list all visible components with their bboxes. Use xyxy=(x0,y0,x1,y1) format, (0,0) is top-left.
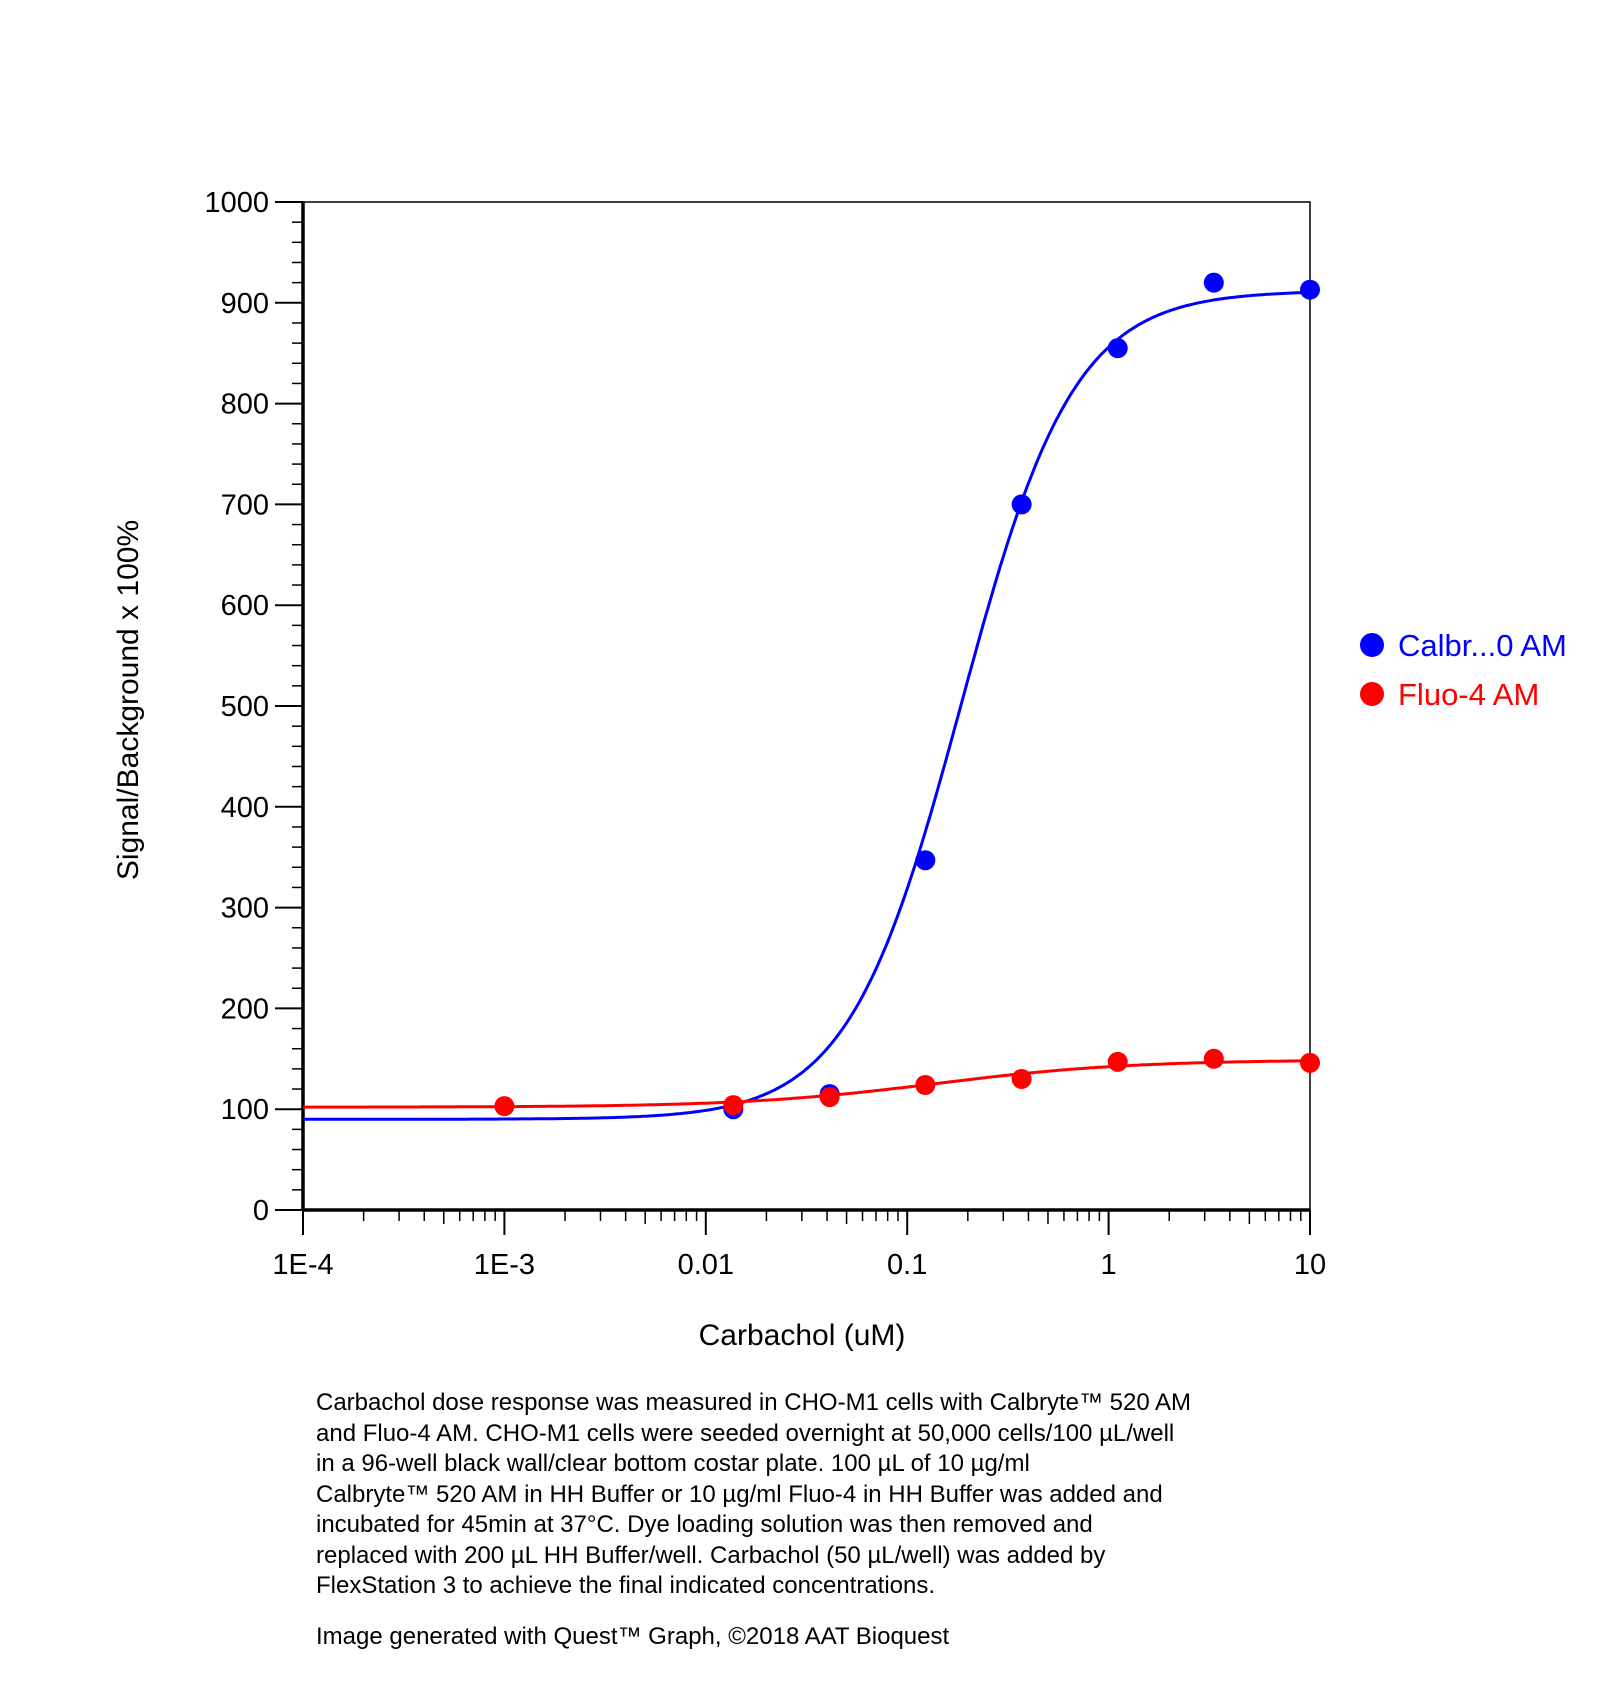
y-tick-label: 1000 xyxy=(204,187,269,219)
data-point xyxy=(1203,272,1224,293)
y-tick-label: 0 xyxy=(253,1195,269,1227)
x-tick-label: 10 xyxy=(1294,1249,1326,1281)
legend-label: Fluo-4 AM xyxy=(1398,677,1539,712)
caption-line: FlexStation 3 to achieve the final indic… xyxy=(316,1572,936,1599)
caption-line: and Fluo-4 AM. CHO-M1 cells were seeded … xyxy=(316,1419,1175,1447)
figure-caption: Carbachol dose response was measured in … xyxy=(316,1388,1336,1602)
data-point xyxy=(915,1075,936,1096)
legend-marker xyxy=(1360,633,1384,657)
legend: Calbr...0 AM Fluo-4 AM xyxy=(1360,628,1567,712)
x-axis-label: Carbachol (uM) xyxy=(699,1319,906,1352)
fit-curves xyxy=(303,290,1311,1121)
y-tick-label: 900 xyxy=(221,288,269,320)
data-point xyxy=(723,1095,744,1116)
axes: 0 100 200 300 400 500 600 700 800 900 1000 1E-4 1E-3… xyxy=(204,187,1326,1281)
data-point xyxy=(1300,279,1320,300)
y-tick-label: 200 xyxy=(221,993,269,1025)
caption-line: Carbachol dose response was measured in … xyxy=(316,1389,1192,1416)
dose-response-chart: 0 100 200 300 400 500 600 700 800 900 1000 1E-4 1E-3… xyxy=(112,187,1567,1352)
y-tick-label: 300 xyxy=(221,893,269,925)
y-tick-label: 400 xyxy=(221,792,269,824)
y-tick-label: 800 xyxy=(221,389,269,421)
y-axis-label: Signal/Background x 100% xyxy=(112,520,145,880)
data-point xyxy=(494,1096,515,1117)
fit-curve xyxy=(303,290,1311,1121)
data-point xyxy=(1011,1068,1032,1089)
y-tick-label: 700 xyxy=(221,489,269,521)
x-tick-label: 1E-3 xyxy=(474,1249,535,1281)
plot-frame xyxy=(302,201,1311,1211)
fit-curve xyxy=(303,1059,1310,1109)
legend-label: Calbr...0 AM xyxy=(1398,628,1567,663)
credit-line: Image generated with Quest™ Graph, ©2018… xyxy=(316,1623,950,1650)
legend-marker xyxy=(1360,682,1384,706)
data-point xyxy=(819,1087,840,1108)
x-tick-label: 0.01 xyxy=(678,1249,734,1281)
x-tick-label: 0.1 xyxy=(887,1249,927,1281)
y-tick-label: 600 xyxy=(221,590,269,622)
data-point xyxy=(1300,1052,1320,1073)
data-point xyxy=(1107,338,1128,359)
data-point xyxy=(1011,494,1032,515)
caption-line: in a 96-well black wall/clear bottom cos… xyxy=(316,1450,1030,1477)
x-tick-label: 1E-4 xyxy=(272,1249,333,1281)
data-point xyxy=(1203,1048,1224,1069)
caption-line: replaced with 200 µL HH Buffer/well. Car… xyxy=(316,1541,1106,1569)
data-point xyxy=(1107,1051,1128,1072)
y-tick-label: 500 xyxy=(221,691,269,723)
y-tick-label: 100 xyxy=(221,1094,269,1126)
x-tick-label: 1 xyxy=(1101,1249,1117,1281)
caption-line: Calbryte™ 520 AM in HH Buffer or 10 µg/m… xyxy=(316,1480,1163,1508)
data-point xyxy=(915,850,936,871)
caption-line: incubated for 45min at 37°C. Dye loading… xyxy=(316,1511,1093,1538)
data-points xyxy=(494,272,1320,1120)
